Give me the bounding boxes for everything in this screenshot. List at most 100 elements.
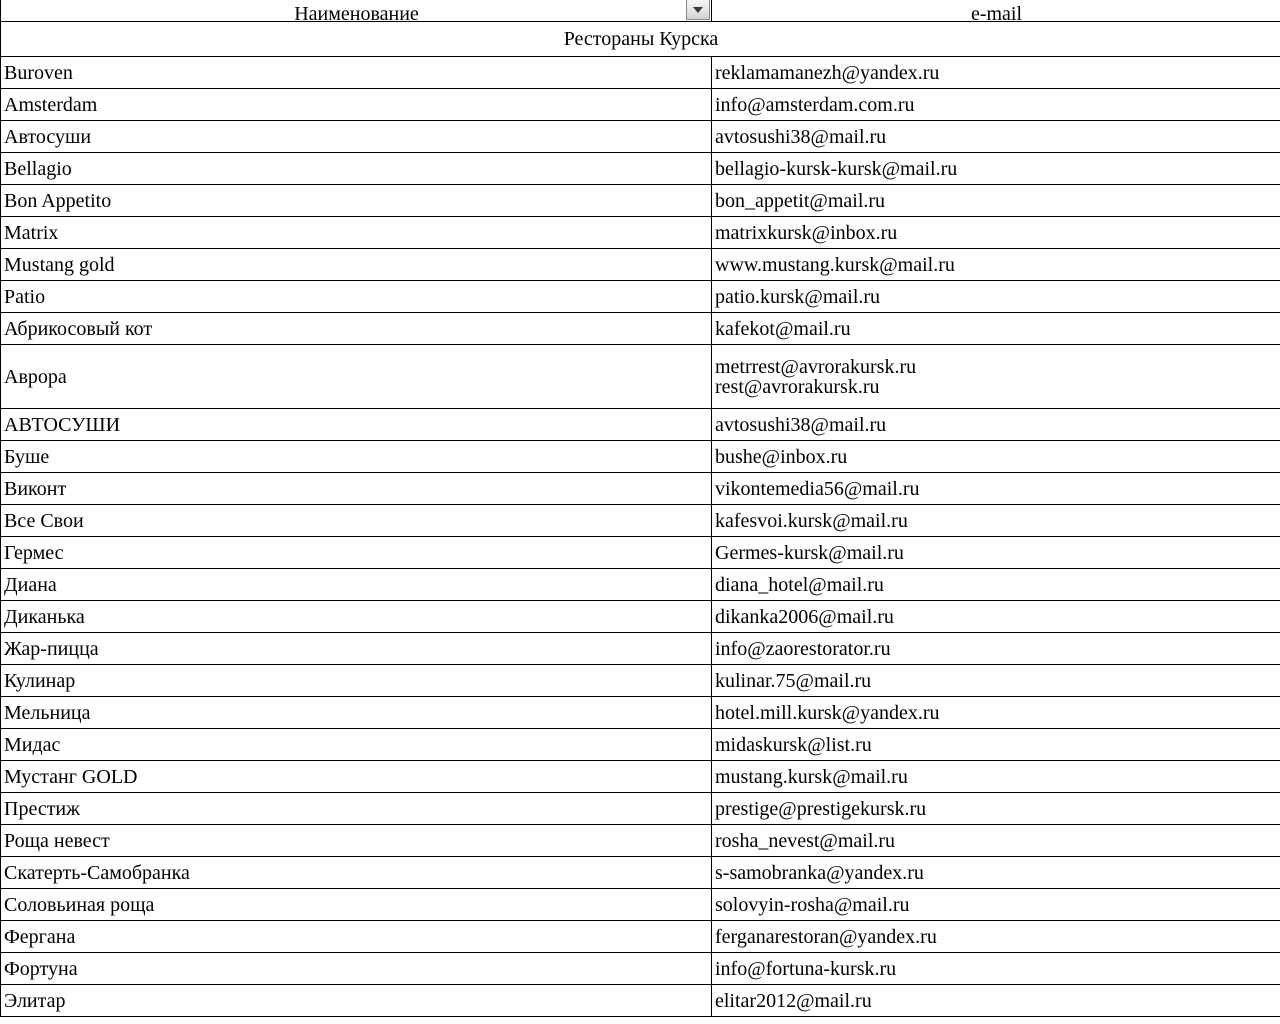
cell-name[interactable]: Мельница <box>0 696 712 729</box>
cell-name[interactable]: Жар-пицца <box>0 632 712 665</box>
cell-name[interactable]: Фортуна <box>0 952 712 985</box>
banner-cell: Рестораны Курска <box>0 21 1280 57</box>
table-banner-row: Рестораны Курска <box>0 21 1280 57</box>
cell-email[interactable]: info@amsterdam.com.ru <box>711 88 1280 121</box>
cell-email[interactable]: rosha_nevest@mail.ru <box>711 824 1280 857</box>
filter-dropdown-button[interactable] <box>686 0 710 20</box>
cell-name[interactable]: Bellagio <box>0 152 712 185</box>
table-row[interactable]: Мельница hotel.mill.kursk@yandex.ru <box>0 696 1280 729</box>
table-row[interactable]: АВТОСУШИ avtosushi38@mail.ru <box>0 408 1280 441</box>
cell-name[interactable]: Фергана <box>0 920 712 953</box>
table-row[interactable]: Bellagio bellagio-kursk-kursk@mail.ru <box>0 152 1280 185</box>
cell-email[interactable]: bellagio-kursk-kursk@mail.ru <box>711 152 1280 185</box>
table-row[interactable]: Роща невест rosha_nevest@mail.ru <box>0 824 1280 857</box>
table-row[interactable]: Диана diana_hotel@mail.ru <box>0 568 1280 601</box>
cell-name[interactable]: Виконт <box>0 472 712 505</box>
cell-name[interactable]: Patio <box>0 280 712 313</box>
cell-email-line: rest@avrorakursk.ru <box>715 375 880 398</box>
cell-name[interactable]: Matrix <box>0 216 712 249</box>
cell-email[interactable]: bushe@inbox.ru <box>711 440 1280 473</box>
cell-email[interactable]: avtosushi38@mail.ru <box>711 408 1280 441</box>
cell-name[interactable]: Диканька <box>0 600 712 633</box>
table-row[interactable]: Престиж prestige@prestigekursk.ru <box>0 792 1280 825</box>
cell-email[interactable]: midaskursk@list.ru <box>711 728 1280 761</box>
cell-name[interactable]: Мустанг GOLD <box>0 760 712 793</box>
table-row[interactable]: Фортуна info@fortuna-kursk.ru <box>0 952 1280 985</box>
table-row[interactable]: Мустанг GOLD mustang.kursk@mail.ru <box>0 760 1280 793</box>
cell-email[interactable]: vikontemedia56@mail.ru <box>711 472 1280 505</box>
cell-name[interactable]: Роща невест <box>0 824 712 857</box>
table-row[interactable]: Автосуши avtosushi38@mail.ru <box>0 120 1280 153</box>
cell-name[interactable]: Соловьиная роща <box>0 888 712 921</box>
column-header-name[interactable]: Наименование <box>0 0 712 22</box>
cell-name[interactable]: Аврора <box>0 344 712 409</box>
table-row[interactable]: Фергана ferganarestoran@yandex.ru <box>0 920 1280 953</box>
cell-email[interactable]: ferganarestoran@yandex.ru <box>711 920 1280 953</box>
cell-email[interactable]: info@fortuna-kursk.ru <box>711 952 1280 985</box>
table-row[interactable]: Гермес Germes-kursk@mail.ru <box>0 536 1280 569</box>
column-header-name-label: Наименование <box>294 3 419 22</box>
cell-name[interactable]: Автосуши <box>0 120 712 153</box>
cell-email[interactable]: prestige@prestigekursk.ru <box>711 792 1280 825</box>
cell-name[interactable]: АВТОСУШИ <box>0 408 712 441</box>
cell-email[interactable]: kafekot@mail.ru <box>711 312 1280 345</box>
cell-email[interactable]: www.mustang.kursk@mail.ru <box>711 248 1280 281</box>
cell-email[interactable]: mustang.kursk@mail.ru <box>711 760 1280 793</box>
cell-name[interactable]: Гермес <box>0 536 712 569</box>
cell-email[interactable]: dikanka2006@mail.ru <box>711 600 1280 633</box>
table-row[interactable]: Диканька dikanka2006@mail.ru <box>0 600 1280 633</box>
cell-email[interactable]: avtosushi38@mail.ru <box>711 120 1280 153</box>
table-row[interactable]: Жар-пицца info@zaorestorator.ru <box>0 632 1280 665</box>
cell-email[interactable]: Germes-kursk@mail.ru <box>711 536 1280 569</box>
cell-name[interactable]: Buroven <box>0 56 712 89</box>
cell-name[interactable]: Mustang gold <box>0 248 712 281</box>
cell-email-line: metrrest@avrorakursk.ru <box>715 355 917 378</box>
cell-email[interactable]: matrixkursk@inbox.ru <box>711 216 1280 249</box>
table-row[interactable]: Скатерть-Самобранка s-samobranka@yandex.… <box>0 856 1280 889</box>
table-row[interactable]: Matrix matrixkursk@inbox.ru <box>0 216 1280 249</box>
cell-email[interactable]: elitar2012@mail.ru <box>711 984 1280 1017</box>
cell-email[interactable]: kulinar.75@mail.ru <box>711 664 1280 697</box>
cell-name[interactable]: Кулинар <box>0 664 712 697</box>
cell-name[interactable]: Абрикосовый кот <box>0 312 712 345</box>
cell-name[interactable]: Диана <box>0 568 712 601</box>
table-row[interactable]: Mustang gold www.mustang.kursk@mail.ru <box>0 248 1280 281</box>
cell-name[interactable]: Буше <box>0 440 712 473</box>
cell-email[interactable]: solovyin-rosha@mail.ru <box>711 888 1280 921</box>
table-header-row: Наименование e-mail <box>0 0 1280 22</box>
table-row[interactable]: Виконт vikontemedia56@mail.ru <box>0 472 1280 505</box>
table-row[interactable]: Соловьиная роща solovyin-rosha@mail.ru <box>0 888 1280 921</box>
table-row[interactable]: Буше bushe@inbox.ru <box>0 440 1280 473</box>
table-row[interactable]: Все Свои kafesvoi.kursk@mail.ru <box>0 504 1280 537</box>
cell-email[interactable]: diana_hotel@mail.ru <box>711 568 1280 601</box>
table-row[interactable]: Bon Appetito bon_appetit@mail.ru <box>0 184 1280 217</box>
cell-name[interactable]: Bon Appetito <box>0 184 712 217</box>
table-row[interactable]: Мидас midaskursk@list.ru <box>0 728 1280 761</box>
cell-name[interactable]: Элитар <box>0 984 712 1017</box>
cell-email[interactable]: info@zaorestorator.ru <box>711 632 1280 665</box>
chevron-down-icon <box>693 7 703 13</box>
cell-email[interactable]: hotel.mill.kursk@yandex.ru <box>711 696 1280 729</box>
cell-name[interactable]: Престиж <box>0 792 712 825</box>
cell-name[interactable]: Все Свои <box>0 504 712 537</box>
cell-name[interactable]: Мидас <box>0 728 712 761</box>
table-row[interactable]: Buroven reklamamanezh@yandex.ru <box>0 56 1280 89</box>
table-row[interactable]: Кулинар kulinar.75@mail.ru <box>0 664 1280 697</box>
cell-name[interactable]: Скатерть-Самобранка <box>0 856 712 889</box>
table-row[interactable]: Amsterdam info@amsterdam.com.ru <box>0 88 1280 121</box>
cell-email-multi[interactable]: metrrest@avrorakursk.ru rest@avrorakursk… <box>711 344 1280 409</box>
table-row[interactable]: Абрикосовый кот kafekot@mail.ru <box>0 312 1280 345</box>
cell-email[interactable]: reklamamanezh@yandex.ru <box>711 56 1280 89</box>
cell-email[interactable]: patio.kursk@mail.ru <box>711 280 1280 313</box>
cell-email[interactable]: s-samobranka@yandex.ru <box>711 856 1280 889</box>
column-header-email[interactable]: e-mail <box>711 0 1280 22</box>
table-row[interactable]: Элитар elitar2012@mail.ru <box>0 984 1280 1017</box>
cell-email[interactable]: bon_appetit@mail.ru <box>711 184 1280 217</box>
cell-name[interactable]: Amsterdam <box>0 88 712 121</box>
table-row-merged[interactable]: Аврора metrrest@avrorakursk.ru rest@avro… <box>0 344 1280 409</box>
cell-email[interactable]: kafesvoi.kursk@mail.ru <box>711 504 1280 537</box>
table-row[interactable]: Patio patio.kursk@mail.ru <box>0 280 1280 313</box>
